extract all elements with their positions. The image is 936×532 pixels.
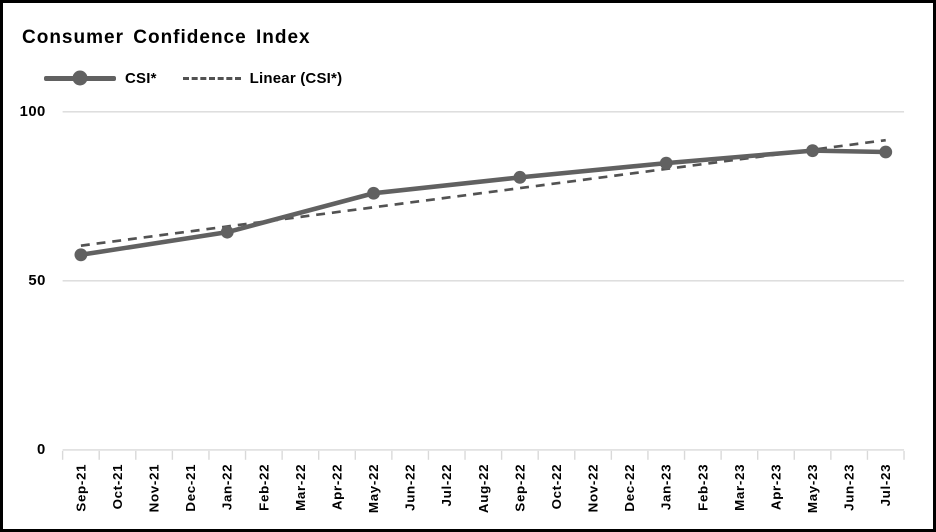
x-axis-label: Feb-23 — [695, 464, 710, 511]
chart-title: Consumer Confidence Index — [22, 27, 311, 48]
data-point-marker — [220, 225, 234, 239]
x-axis-label: Jun-23 — [842, 464, 857, 511]
x-axis-label: Aug-22 — [476, 464, 491, 513]
legend-label-csi: CSI* — [125, 69, 157, 87]
x-axis-label: Feb-22 — [256, 464, 271, 511]
data-point-marker — [659, 156, 673, 170]
x-axis-label: Apr-22 — [329, 464, 344, 510]
x-axis-label: Mar-22 — [293, 464, 308, 511]
chart-plot-area: 0 50 100 Sep-21 Oct-21 Nov-21 Dec-21 Jan-22 Feb-… — [20, 104, 905, 513]
x-axis-label: Sep-21 — [73, 464, 88, 512]
x-axis-label: Jun-22 — [403, 464, 418, 511]
x-axis-label: Jan-22 — [220, 464, 235, 510]
data-point-marker — [367, 186, 381, 200]
data-point-marker — [879, 145, 893, 159]
x-axis-label: Apr-23 — [768, 464, 783, 510]
x-axis-label: Nov-21 — [147, 464, 162, 513]
x-axis-label: Nov-22 — [586, 464, 601, 513]
x-axis-label: Jul-22 — [439, 464, 454, 507]
x-axis-label: May-23 — [805, 464, 820, 513]
legend-label-linear-csi: Linear (CSI*) — [249, 69, 343, 87]
x-axis-label: Oct-22 — [549, 464, 564, 510]
legend-item-csi: CSI* — [44, 70, 157, 87]
trendline-series — [80, 138, 886, 247]
x-axis-label: Jan-23 — [659, 464, 674, 510]
y-axis-tick-label: 100 — [20, 104, 46, 120]
dashed-line-swatch-icon — [182, 76, 241, 80]
x-axis-label: Mar-23 — [732, 464, 747, 511]
x-axis-label: Jul-23 — [878, 464, 893, 507]
data-point-marker — [513, 170, 527, 184]
x-axis-label: Oct-21 — [110, 464, 125, 510]
x-axis-label: Dec-21 — [183, 464, 198, 512]
legend-item-linear-csi: Linear (CSI*) — [182, 69, 343, 87]
y-axis-tick-label: 0 — [37, 442, 46, 458]
x-axis-label: Dec-22 — [622, 464, 637, 512]
csi-series-line — [78, 148, 889, 258]
x-axis-label: May-22 — [366, 464, 381, 513]
data-point-marker — [806, 144, 819, 158]
data-point-marker — [74, 248, 88, 262]
y-axis-tick-label: 50 — [28, 273, 45, 289]
circle-marker-icon — [72, 70, 88, 86]
chart-legend: CSI* Linear (CSI*) — [44, 66, 342, 90]
solid-line-swatch-icon — [44, 70, 116, 86]
x-axis-label: Sep-22 — [512, 464, 527, 512]
